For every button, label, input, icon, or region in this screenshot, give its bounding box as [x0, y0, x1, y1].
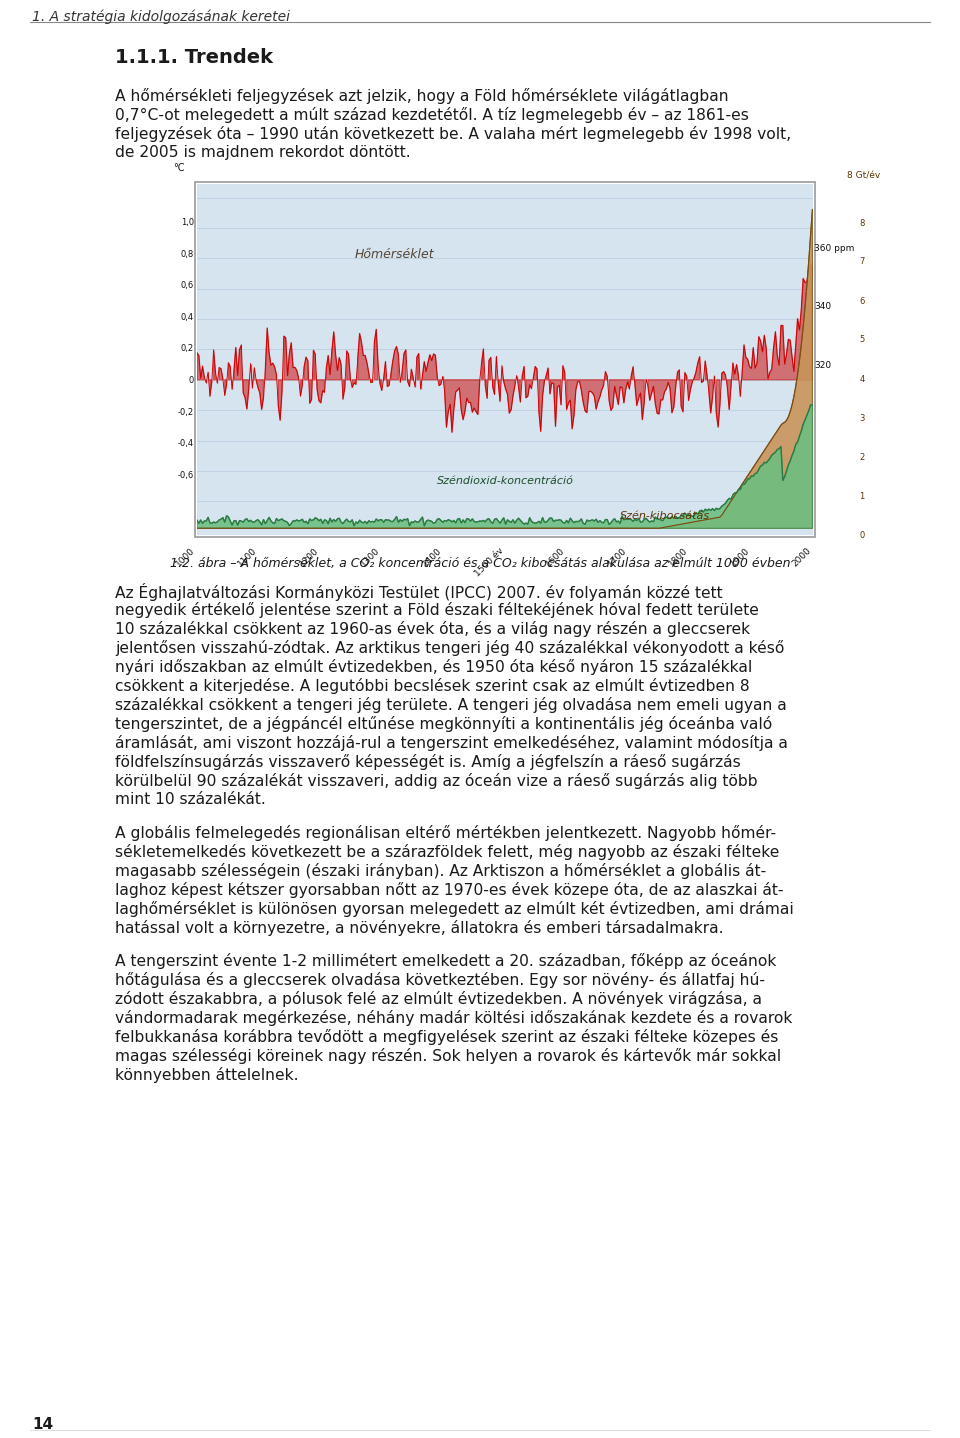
Text: vándormadarak megérkezése, néhány madár költési időszakának kezdete és a rovarok: vándormadarak megérkezése, néhány madár …: [115, 1009, 792, 1025]
Text: 1300: 1300: [359, 545, 382, 568]
Text: hőtágulása és a gleccserek olvadása következtében. Egy sor növény- és állatfaj h: hőtágulása és a gleccserek olvadása köve…: [115, 972, 765, 988]
Text: -0,4: -0,4: [178, 439, 194, 449]
Text: 320: 320: [814, 361, 831, 370]
Text: 1400: 1400: [420, 545, 444, 568]
Text: 0: 0: [859, 531, 864, 539]
Text: 1.1.1. Trendek: 1.1.1. Trendek: [115, 47, 273, 68]
Text: 0,6: 0,6: [180, 282, 194, 290]
Text: Széndioxid-koncentráció: Széndioxid-koncentráció: [437, 476, 573, 486]
Text: nyári időszakban az elmúlt évtizedekben, és 1950 óta késő nyáron 15 százalékkal: nyári időszakban az elmúlt évtizedekben,…: [115, 659, 753, 674]
Text: csökkent a kiterjedése. A legutóbbi becslések szerint csak az elmúlt évtizedben : csökkent a kiterjedése. A legutóbbi becs…: [115, 677, 750, 695]
Text: 1,0: 1,0: [180, 219, 194, 227]
Text: 340: 340: [814, 302, 831, 312]
Text: magasabb szélességein (északi irányban). Az Arktiszon a hőmérséklet a globális á: magasabb szélességein (északi irányban).…: [115, 863, 766, 879]
Text: laghőmérséklet is különösen gyorsan melegedett az elmúlt két évtizedben, ami drá: laghőmérséklet is különösen gyorsan mele…: [115, 902, 794, 917]
Text: 1.2. ábra – A hőmérséklet, a CO₂ koncentráció és a CO₂ kibocsátás alakulása az e: 1.2. ábra – A hőmérséklet, a CO₂ koncent…: [170, 557, 790, 569]
Text: százalékkal csökkent a tengeri jég területe. A tengeri jég olvadása nem emeli ug: százalékkal csökkent a tengeri jég terül…: [115, 697, 787, 713]
Text: 8 Gt/év: 8 Gt/év: [847, 171, 880, 181]
Text: laghoz képest kétszer gyorsabban nőtt az 1970-es évek közepe óta, de az alaszkai: laghoz képest kétszer gyorsabban nőtt az…: [115, 881, 783, 897]
Text: Szén-kibocsátás: Szén-kibocsátás: [620, 510, 710, 521]
Text: 360 ppm: 360 ppm: [814, 244, 854, 253]
Text: sékletemelkedés következett be a szárazföldek felett, még nagyobb az északi félt: sékletemelkedés következett be a szárazf…: [115, 844, 780, 860]
Text: hatással volt a környezetre, a növényekre, állatokra és emberi társadalmakra.: hatással volt a környezetre, a növényekr…: [115, 920, 724, 936]
Text: A hőmérsékleti feljegyzések azt jelzik, hogy a Föld hőmérséklete világátlagban: A hőmérsékleti feljegyzések azt jelzik, …: [115, 88, 729, 104]
Text: mint 10 százalékát.: mint 10 százalékát.: [115, 792, 266, 807]
Text: A tengerszint évente 1-2 millimétert emelkedett a 20. században, főképp az óceán: A tengerszint évente 1-2 millimétert eme…: [115, 953, 777, 969]
Text: 3: 3: [859, 414, 865, 423]
Text: 0,8: 0,8: [180, 250, 194, 259]
Text: felbukkanása korábbra tevődött a megfigyelések szerint az északi félteke közepes: felbukkanása korábbra tevődött a megfigy…: [115, 1030, 779, 1045]
Text: Az Éghajlatváltozási Kormányközi Testület (IPCC) 2007. év folyamán közzé tett: Az Éghajlatváltozási Kormányközi Testüle…: [115, 582, 723, 601]
Text: 2: 2: [859, 453, 864, 462]
Text: 1800: 1800: [667, 545, 690, 568]
Text: 0,4: 0,4: [180, 313, 194, 322]
Text: negyedik értékelő jelentése szerint a Föld északi féltekéjének hóval fedett terü: negyedik értékelő jelentése szerint a Fö…: [115, 603, 758, 618]
Text: 1. A stratégia kidolgozásának keretei: 1. A stratégia kidolgozásának keretei: [32, 10, 290, 24]
Text: de 2005 is majdnem rekordot döntött.: de 2005 is majdnem rekordot döntött.: [115, 145, 411, 160]
Text: jelentősen visszahú-zódtak. Az arktikus tengeri jég 40 százalékkal vékonyodott a: jelentősen visszahú-zódtak. Az arktikus …: [115, 640, 784, 656]
Text: -0,6: -0,6: [178, 470, 194, 480]
Text: 14: 14: [32, 1416, 53, 1432]
Text: 1200: 1200: [298, 545, 321, 568]
Text: A globális felmelegedés regionálisan eltérő mértékben jelentkezett. Nagyobb hőmé: A globális felmelegedés regionálisan elt…: [115, 825, 776, 841]
Text: 1100: 1100: [236, 545, 258, 568]
Text: Hőmérséklet: Hőmérséklet: [354, 247, 434, 260]
Text: feljegyzések óta – 1990 után következett be. A valaha mért legmelegebb év 1998 v: feljegyzések óta – 1990 után következett…: [115, 127, 791, 142]
Text: °C: °C: [173, 164, 184, 174]
Text: 1600: 1600: [544, 545, 566, 568]
Text: zódott északabbra, a pólusok felé az elmúlt évtizedekben. A növények virágzása, : zódott északabbra, a pólusok felé az elm…: [115, 991, 762, 1007]
Text: 2000: 2000: [790, 545, 813, 568]
Text: áramlását, ami viszont hozzájá-rul a tengerszint emelkedéséhez, valamint módosít: áramlását, ami viszont hozzájá-rul a ten…: [115, 735, 788, 751]
Text: 1700: 1700: [606, 545, 628, 568]
Text: 0,7°C-ot melegedett a múlt század kezdetétől. A tíz legmelegebb év – az 1861-es: 0,7°C-ot melegedett a múlt század kezdet…: [115, 106, 749, 124]
Text: 10 százalékkal csökkent az 1960-as évek óta, és a világ nagy részén a gleccserek: 10 százalékkal csökkent az 1960-as évek …: [115, 621, 750, 637]
Text: -0,2: -0,2: [178, 407, 194, 417]
Text: 6: 6: [859, 296, 865, 305]
Text: 8: 8: [859, 219, 865, 227]
Text: 0: 0: [189, 377, 194, 385]
Polygon shape: [197, 210, 812, 528]
Text: 0,2: 0,2: [180, 345, 194, 354]
Text: tengerszintet, de a jégpáncél eltűnése megkönnyíti a kontinentális jég óceánba v: tengerszintet, de a jégpáncél eltűnése m…: [115, 716, 772, 732]
Text: 7: 7: [859, 257, 865, 266]
FancyBboxPatch shape: [195, 183, 815, 536]
Text: 5: 5: [859, 335, 864, 345]
Text: 4: 4: [859, 374, 864, 384]
Text: 1000: 1000: [175, 545, 197, 568]
Text: körülbelül 90 százalékát visszaveri, addig az óceán vize a ráeső sugárzás alig t: körülbelül 90 százalékát visszaveri, add…: [115, 774, 757, 789]
Text: könnyebben áttelelnek.: könnyebben áttelelnek.: [115, 1067, 299, 1083]
Text: 1900: 1900: [729, 545, 752, 568]
Text: földfelszínsugárzás visszaverő képességét is. Amíg a jégfelszín a ráeső sugárzás: földfelszínsugárzás visszaverő képességé…: [115, 754, 741, 769]
Text: 1500 év: 1500 év: [472, 545, 505, 578]
Polygon shape: [197, 406, 812, 528]
Text: magas szélességi köreinek nagy részén. Sok helyen a rovarok és kártevők már sokk: magas szélességi köreinek nagy részén. S…: [115, 1048, 781, 1064]
Text: 1: 1: [859, 492, 864, 500]
